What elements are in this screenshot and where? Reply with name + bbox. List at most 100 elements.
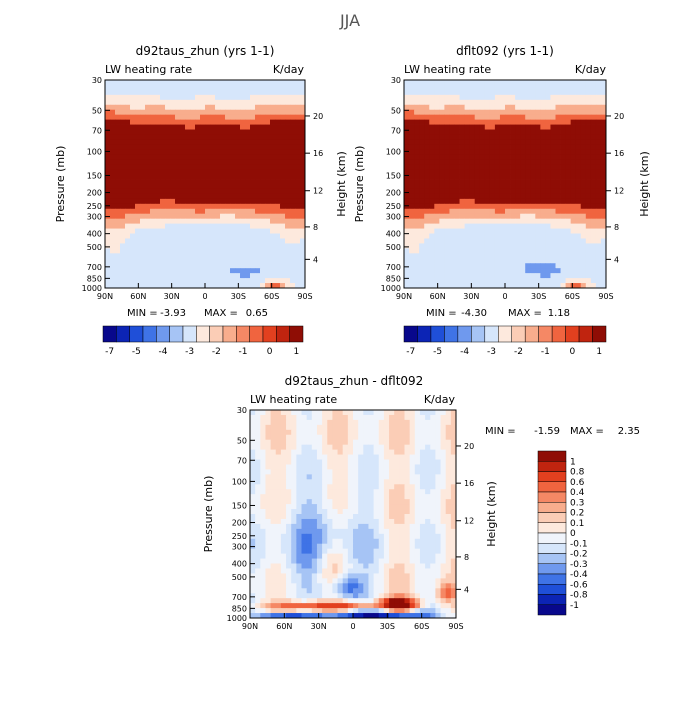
field-cell bbox=[441, 573, 447, 578]
field-cell bbox=[446, 489, 452, 494]
field-cell bbox=[446, 420, 452, 425]
field-cell bbox=[409, 149, 414, 154]
field-cell bbox=[280, 134, 285, 139]
field-cell bbox=[307, 524, 313, 529]
field-cell bbox=[286, 450, 292, 455]
field-cell bbox=[225, 273, 230, 278]
field-cell bbox=[449, 243, 454, 248]
field-cell bbox=[446, 499, 452, 504]
field-cell bbox=[455, 149, 460, 154]
field-cell bbox=[255, 544, 261, 549]
field-cell bbox=[296, 425, 302, 430]
field-cell bbox=[399, 564, 405, 569]
field-cell bbox=[505, 120, 510, 125]
field-cell bbox=[265, 159, 270, 164]
field-cell bbox=[120, 144, 125, 149]
field-cell bbox=[389, 529, 395, 534]
field-cell bbox=[439, 144, 444, 149]
field-cell bbox=[322, 504, 328, 509]
field-cell bbox=[225, 164, 230, 169]
field-cell bbox=[455, 105, 460, 110]
field-cell bbox=[500, 95, 505, 100]
field-cell bbox=[265, 430, 271, 435]
field-cell bbox=[115, 110, 120, 115]
field-cell bbox=[525, 149, 530, 154]
field-cell bbox=[135, 80, 140, 85]
field-cell bbox=[290, 214, 295, 219]
field-cell bbox=[125, 209, 130, 214]
y-tick-label: 200 bbox=[386, 189, 401, 198]
field-cell bbox=[250, 144, 255, 149]
field-cell bbox=[348, 568, 354, 573]
field-cell bbox=[270, 194, 275, 199]
field-cell bbox=[425, 583, 431, 588]
field-cell bbox=[495, 204, 500, 209]
field-cell bbox=[180, 214, 185, 219]
field-cell bbox=[135, 268, 140, 273]
field-cell bbox=[561, 85, 566, 90]
field-cell bbox=[215, 219, 220, 224]
field-cell bbox=[495, 90, 500, 95]
field-cell bbox=[255, 445, 261, 450]
field-cell bbox=[470, 278, 475, 283]
field-cell bbox=[348, 425, 354, 430]
field-cell bbox=[540, 95, 545, 100]
field-cell bbox=[420, 445, 426, 450]
field-cell bbox=[125, 194, 130, 199]
field-cell bbox=[215, 234, 220, 239]
field-cell bbox=[394, 479, 400, 484]
field-cell bbox=[290, 110, 295, 115]
field-cell bbox=[424, 95, 429, 100]
field-cell bbox=[394, 450, 400, 455]
field-cell bbox=[490, 95, 495, 100]
field-cell bbox=[250, 184, 255, 189]
field-cell bbox=[155, 95, 160, 100]
field-cell bbox=[405, 445, 411, 450]
field-cell bbox=[225, 184, 230, 189]
field-cell bbox=[145, 134, 150, 139]
field-cell bbox=[281, 588, 287, 593]
field-cell bbox=[200, 100, 205, 105]
field-cell bbox=[475, 204, 480, 209]
field-cell bbox=[230, 238, 235, 243]
field-cell bbox=[240, 263, 245, 268]
field-cell bbox=[312, 568, 318, 573]
field-cell bbox=[414, 125, 419, 130]
field-cell bbox=[281, 539, 287, 544]
field-cell bbox=[180, 253, 185, 258]
field-cell bbox=[296, 499, 302, 504]
field-cell bbox=[530, 258, 535, 263]
field-cell bbox=[394, 559, 400, 564]
field-cell bbox=[561, 174, 566, 179]
field-cell bbox=[338, 568, 344, 573]
field-cell bbox=[140, 258, 145, 263]
field-cell bbox=[250, 425, 256, 430]
field-cell bbox=[215, 139, 220, 144]
field-cell bbox=[446, 504, 452, 509]
field-cell bbox=[586, 130, 591, 135]
field-cell bbox=[571, 189, 576, 194]
field-cell bbox=[505, 248, 510, 253]
field-cell bbox=[120, 139, 125, 144]
field-cell bbox=[260, 273, 265, 278]
field-cell bbox=[250, 253, 255, 258]
field-cell bbox=[550, 159, 555, 164]
field-cell bbox=[295, 209, 300, 214]
field-cell bbox=[281, 430, 287, 435]
field-cell bbox=[500, 268, 505, 273]
field-cell bbox=[286, 549, 292, 554]
field-cell bbox=[255, 529, 261, 534]
y-tick-label: 300 bbox=[386, 213, 401, 222]
field-cell bbox=[535, 115, 540, 120]
field-cell bbox=[296, 435, 302, 440]
field-cell bbox=[429, 204, 434, 209]
field-cell bbox=[145, 268, 150, 273]
field-cell bbox=[291, 564, 297, 569]
field-cell bbox=[571, 253, 576, 258]
field-cell bbox=[379, 489, 385, 494]
field-cell bbox=[265, 144, 270, 149]
field-cell bbox=[500, 110, 505, 115]
field-cell bbox=[195, 139, 200, 144]
field-cell bbox=[379, 554, 385, 559]
field-cell bbox=[165, 95, 170, 100]
